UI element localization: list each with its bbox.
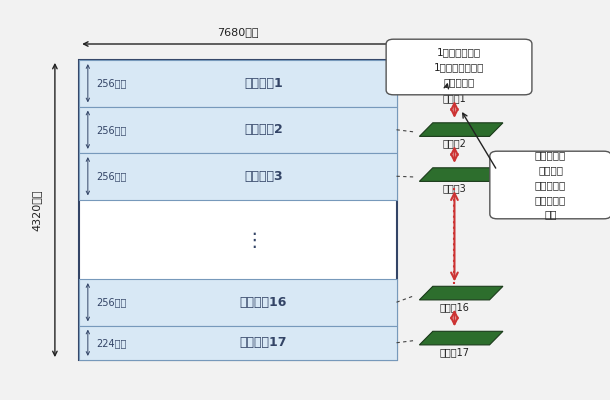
Text: 4320画素: 4320画素: [32, 189, 41, 231]
Polygon shape: [420, 78, 503, 92]
Text: 符号化処理
に必要な
境界部分の
画像情報を
共有: 符号化処理 に必要な 境界部分の 画像情報を 共有: [535, 150, 566, 220]
Text: ボード1: ボード1: [443, 94, 466, 104]
Text: ボード3: ボード3: [443, 183, 466, 194]
Text: 256画素: 256画素: [96, 171, 127, 181]
Bar: [79, 60, 396, 106]
Text: 7680画素: 7680画素: [217, 27, 259, 37]
Text: 分割領域1: 分割領域1: [244, 77, 282, 90]
Text: ボード2: ボード2: [442, 138, 467, 148]
Text: ボード16: ボード16: [440, 302, 469, 312]
Bar: [79, 153, 396, 200]
Text: 分割領域16: 分割領域16: [240, 296, 287, 309]
Polygon shape: [420, 123, 503, 136]
Bar: [79, 326, 396, 360]
Text: 256画素: 256画素: [96, 297, 127, 307]
Text: 224画素: 224画素: [96, 338, 127, 348]
Text: 分割領域3: 分割領域3: [244, 170, 282, 183]
Text: 分割領域17: 分割領域17: [240, 336, 287, 349]
FancyBboxPatch shape: [386, 39, 532, 95]
Text: 256画素: 256画素: [96, 78, 127, 88]
FancyBboxPatch shape: [490, 151, 610, 219]
Polygon shape: [420, 286, 503, 300]
Bar: [79, 279, 396, 326]
Polygon shape: [420, 331, 503, 345]
Text: ボード17: ボード17: [439, 347, 470, 357]
Text: ⋮: ⋮: [244, 230, 264, 250]
Text: 分割領域2: 分割領域2: [244, 123, 282, 136]
Polygon shape: [420, 168, 503, 182]
Text: 256画素: 256画素: [96, 125, 127, 135]
Bar: [79, 60, 396, 360]
Text: 1枚のボードで
1つの分割領域を
符号化処理: 1枚のボードで 1つの分割領域を 符号化処理: [434, 47, 484, 87]
Bar: [79, 106, 396, 153]
